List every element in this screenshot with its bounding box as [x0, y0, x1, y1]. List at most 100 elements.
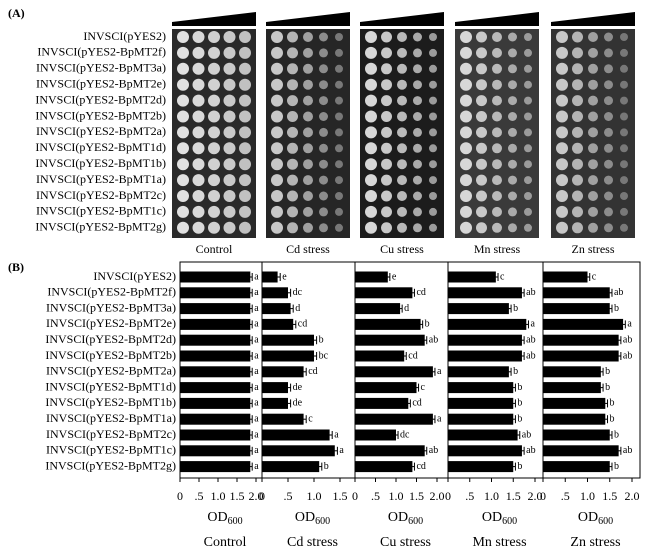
bar: [448, 350, 522, 362]
colony-spot: [492, 111, 502, 122]
bar: [355, 271, 388, 283]
colony-spot: [287, 111, 298, 122]
colony-spot: [208, 126, 220, 139]
x-axis-label-main: OD: [388, 510, 408, 525]
error-bar: [519, 446, 525, 455]
colony-spot: [335, 33, 343, 41]
colony-spot: [397, 222, 407, 233]
colony-spot: [192, 78, 205, 91]
colony-spot: [476, 47, 487, 59]
significance-letter: b: [605, 366, 610, 377]
colony-spot: [556, 174, 568, 187]
colony-spot: [524, 192, 532, 200]
colony-spot: [556, 205, 568, 218]
significance-letter: b: [517, 413, 522, 424]
colony-spot: [303, 191, 313, 201]
bar: [180, 397, 251, 409]
colony-spot: [192, 62, 205, 75]
colony-spot: [588, 222, 598, 233]
colony-spot: [556, 158, 568, 171]
colony-spot: [381, 111, 392, 122]
colony-spot: [460, 190, 472, 202]
colony-spot: [287, 174, 298, 186]
colony-spot: [192, 126, 205, 139]
x-tick-label: 1.5: [333, 489, 348, 503]
bar: [448, 445, 522, 457]
colony-spot: [239, 46, 251, 59]
colony-spot: [223, 110, 236, 123]
error-bar: [506, 367, 512, 376]
significance-letter: ab: [522, 429, 531, 440]
colony-spot: [271, 142, 283, 155]
colony-spot: [620, 112, 628, 121]
bar: [262, 271, 278, 283]
significance-letter: a: [254, 413, 259, 424]
bar: [262, 287, 288, 299]
colony-spot: [208, 142, 220, 155]
bar: [180, 318, 251, 330]
colony-spot: [303, 143, 313, 154]
colony-spot: [620, 223, 628, 232]
bar: [355, 413, 433, 425]
colony-spot: [413, 207, 422, 217]
error-bar: [519, 352, 525, 360]
colony-spot: [365, 46, 377, 59]
significance-letter: d: [295, 303, 300, 314]
significance-letter: a: [254, 303, 259, 314]
colony-spot: [508, 127, 517, 137]
colony-spot: [476, 174, 487, 186]
significance-letter: b: [605, 382, 610, 393]
strain-label: INVSCI(pYES2-BpMT1c): [36, 204, 166, 218]
colony-spot: [365, 205, 377, 218]
significance-letter: de: [293, 382, 303, 393]
x-tick-label: 2.0: [528, 489, 543, 503]
colony-spot: [177, 62, 189, 75]
colony-spot: [177, 110, 189, 123]
bar: [262, 413, 304, 425]
x-tick-label: 1.0: [484, 489, 499, 503]
bar: [543, 382, 601, 394]
bar: [262, 303, 291, 315]
colony-spot: [460, 158, 472, 171]
colony-spot: [319, 80, 328, 90]
significance-letter: a: [339, 445, 344, 456]
x-tick-label: 0: [177, 489, 183, 503]
condition-label: Cu stress: [380, 242, 424, 256]
bar: [180, 334, 251, 346]
colony-spot: [319, 143, 328, 153]
colony-spot: [287, 206, 298, 218]
colony-spot: [208, 31, 220, 43]
bar: [543, 461, 610, 473]
colony-spot: [319, 191, 328, 201]
colony-spot: [335, 160, 343, 169]
significance-letter: dc: [400, 429, 410, 440]
bar: [355, 429, 396, 441]
significance-letter: b: [614, 461, 619, 472]
error-bar: [603, 415, 609, 424]
significance-letter: cd: [408, 350, 417, 361]
colony-spot: [524, 64, 532, 73]
bar: [355, 445, 425, 457]
significance-letter: a: [254, 461, 259, 472]
bar: [543, 334, 619, 346]
significance-letter: b: [614, 429, 619, 440]
bar: [180, 271, 251, 283]
colony-spot: [460, 174, 472, 187]
x-tick-label: .5: [465, 489, 474, 503]
colony-spot: [429, 192, 437, 200]
bar: [262, 366, 304, 378]
x-tick-label: 1.5: [230, 489, 245, 503]
strain-label: INVSCI(pYES2-BpMT2a): [36, 124, 166, 138]
colony-spot: [429, 207, 437, 216]
error-bar: [607, 431, 613, 439]
bar: [180, 287, 251, 299]
bar: [262, 334, 314, 346]
colony-spot: [460, 110, 472, 123]
significance-letter: a: [254, 350, 259, 361]
colony-spot: [177, 221, 189, 234]
colony-spot: [303, 206, 313, 217]
colony-spot: [397, 143, 407, 154]
colony-spot: [524, 176, 532, 185]
significance-letter: a: [254, 382, 259, 393]
significance-letter: b: [610, 398, 615, 409]
